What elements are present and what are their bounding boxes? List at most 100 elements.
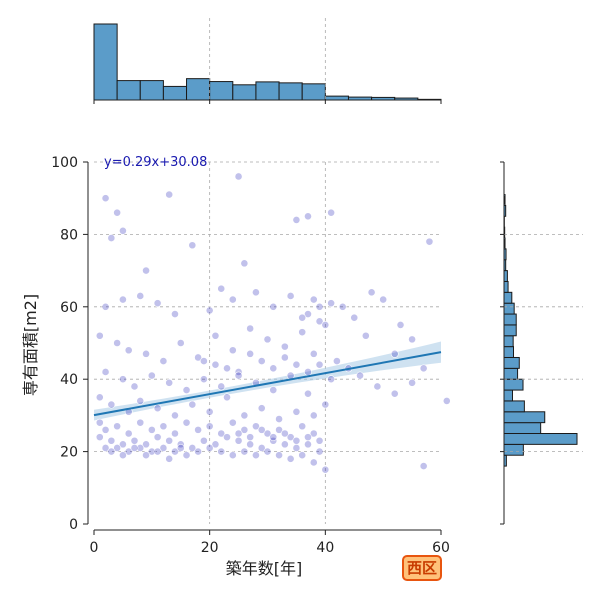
scatter-point xyxy=(332,357,341,365)
x-tick-label: 40 xyxy=(316,540,334,556)
hist-x-bar xyxy=(93,23,118,101)
scatter-point xyxy=(153,433,162,442)
hist-y-bar xyxy=(503,422,542,435)
scatter-point xyxy=(205,422,214,431)
scatter-point xyxy=(315,317,324,326)
scatter-point xyxy=(119,295,127,304)
scatter-point xyxy=(107,436,116,445)
scatter-point xyxy=(275,425,283,434)
scatter-point xyxy=(101,194,110,203)
scatter-point xyxy=(234,371,243,380)
scatter-point xyxy=(142,349,150,358)
scatter-point xyxy=(315,436,324,445)
scatter-point xyxy=(101,425,110,434)
scatter-point xyxy=(124,346,133,355)
scatter-point xyxy=(304,389,312,398)
scatter-point xyxy=(107,234,116,242)
hist-x-bar xyxy=(301,83,326,101)
scatter-point xyxy=(309,295,318,304)
scatter-point xyxy=(124,429,133,438)
scatter-point xyxy=(252,422,260,431)
scatter-point xyxy=(338,302,347,311)
hist-y-bar xyxy=(503,313,517,326)
scatter-point xyxy=(327,299,336,308)
scatter-point xyxy=(408,335,416,344)
scatter-point xyxy=(159,444,168,452)
scatter-point xyxy=(153,299,162,308)
scatter-point xyxy=(280,353,289,362)
scatter-point xyxy=(95,433,104,442)
scatter-point xyxy=(136,444,145,452)
scatter-point xyxy=(379,295,388,304)
scatter-point xyxy=(147,371,156,380)
scatter-point xyxy=(182,386,191,394)
scatter-point xyxy=(142,266,150,275)
scatter-point xyxy=(95,393,104,402)
scatter-point xyxy=(263,429,272,438)
scatter-point xyxy=(408,378,416,387)
y-tick-label: 80 xyxy=(60,227,78,243)
scatter-point xyxy=(130,436,139,445)
scatter-point xyxy=(171,447,179,456)
scatter-point xyxy=(252,451,260,460)
scatter-points xyxy=(95,172,451,474)
scatter-point xyxy=(159,357,168,365)
scatter-point xyxy=(246,440,255,449)
scatter-point xyxy=(211,360,220,369)
scatter-point xyxy=(205,444,214,452)
scatter-point xyxy=(147,425,156,434)
scatter-point xyxy=(263,335,272,344)
scatter-point xyxy=(165,190,174,199)
scatter-point xyxy=(130,382,139,391)
scatter-point xyxy=(373,382,382,391)
scatter-point xyxy=(171,429,179,438)
scatter-point xyxy=(396,320,405,329)
scatter-point xyxy=(205,306,214,315)
regression-equation: y=0.29x+30.08 xyxy=(104,155,207,170)
scatter-point xyxy=(194,425,202,434)
scatter-point xyxy=(119,451,127,460)
hist-y-bar xyxy=(503,302,515,315)
x-tick-label: 20 xyxy=(201,540,219,556)
scatter-point xyxy=(361,331,370,340)
scatter-point xyxy=(130,444,139,452)
scatter-point xyxy=(153,404,162,413)
scatter-point xyxy=(252,288,260,297)
y-tick-label: 60 xyxy=(60,300,78,316)
hist-x-bar xyxy=(232,84,257,101)
scatter-point xyxy=(165,454,174,463)
hist-x-bar xyxy=(255,81,280,101)
hist-y-bar xyxy=(503,324,517,337)
scatter-point xyxy=(298,313,307,322)
scatter-point xyxy=(223,364,231,373)
scatter-point xyxy=(176,339,185,347)
scatter-point xyxy=(234,172,243,181)
scatter-point xyxy=(147,447,156,456)
scatter-point xyxy=(309,349,318,358)
hist-x-bar xyxy=(209,81,234,101)
scatter-point xyxy=(217,447,226,456)
scatter-point xyxy=(304,368,312,376)
hist-y-bar xyxy=(503,378,524,391)
hist-x-bar xyxy=(162,85,188,101)
scatter-point xyxy=(171,411,179,420)
scatter-point xyxy=(286,433,295,442)
scatter-point xyxy=(199,436,208,445)
scatter-point xyxy=(205,407,214,416)
y-axis-title: 専有面積[m2] xyxy=(21,294,40,396)
scatter-point xyxy=(309,429,318,438)
scatter-point xyxy=(309,458,318,467)
y-tick-label: 100 xyxy=(51,155,78,171)
scatter-point xyxy=(257,444,266,452)
scatter-point xyxy=(286,292,295,300)
hist-x-bar xyxy=(116,80,141,101)
hist-y-bar xyxy=(503,367,519,380)
scatter-point xyxy=(107,447,116,456)
regression-line xyxy=(93,351,442,417)
scatter-point xyxy=(257,425,266,434)
scatter-point xyxy=(315,447,324,456)
scatter-point xyxy=(269,302,278,311)
scatter-point xyxy=(194,353,202,362)
scatter-point xyxy=(165,436,174,445)
scatter-point xyxy=(223,393,231,402)
